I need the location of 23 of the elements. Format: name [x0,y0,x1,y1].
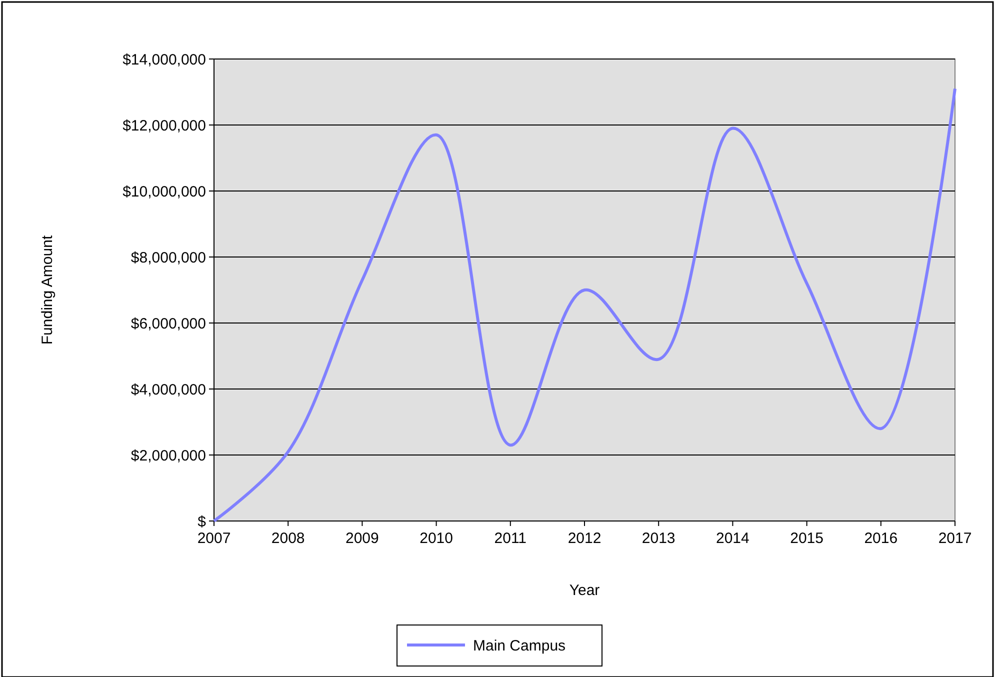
x-tick-label: 2008 [271,530,305,547]
x-axis-title: Year [569,582,600,599]
x-tick-label: 2009 [346,530,379,547]
y-tick-label: $8,000,000 [130,249,206,266]
y-tick-label: $ [198,513,207,530]
y-tick-label: $4,000,000 [130,381,206,398]
y-tick-label: $10,000,000 [122,183,206,200]
x-tick-label: 2010 [420,530,453,547]
x-tick-label: 2015 [790,530,824,547]
y-axis-title: Funding Amount [39,234,56,345]
line-series [212,87,956,522]
x-tick-label: 2011 [494,530,527,547]
x-tick-label: 2013 [642,530,676,547]
x-tick-label: 2012 [568,530,602,547]
legend-label: Main Campus [473,637,566,654]
y-tick-label: $12,000,000 [122,117,206,134]
y-tick-label: $14,000,000 [122,51,206,68]
x-tick-label: 2014 [716,530,750,547]
x-tick-label: 2016 [864,530,898,547]
x-tick-label: 2017 [938,530,972,547]
x-tick-label: 2007 [197,530,231,547]
y-tick-label: $6,000,000 [130,315,206,332]
y-tick-label: $2,000,000 [130,447,206,464]
